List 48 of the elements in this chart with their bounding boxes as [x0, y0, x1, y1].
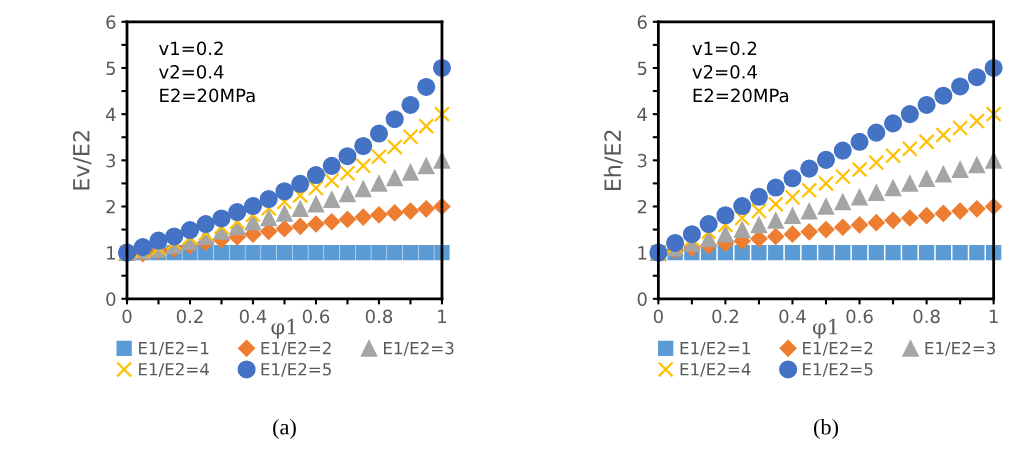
- x-tick-label: 0.8: [365, 309, 393, 324]
- y-tick-label: 2: [106, 199, 115, 214]
- y-tick-label: 0: [106, 292, 116, 306]
- x-tick-label: 0.2: [712, 309, 738, 324]
- y-tick-label: 0: [637, 292, 647, 306]
- y-tick-label: 6: [637, 15, 647, 29]
- x-tick-label: 0.2: [176, 309, 203, 324]
- y-axis-title: Ev/E2: [72, 131, 92, 190]
- legend-label: E1/E2=3: [925, 341, 996, 356]
- annotation: v2=0.4: [159, 65, 224, 79]
- legend-label: E1/E2=2: [803, 341, 873, 356]
- x-tick-label: 0.4: [779, 309, 806, 324]
- y-tick-label: 4: [637, 107, 647, 121]
- annotation: v1=0.2: [159, 41, 223, 56]
- x-tick-label: 0: [122, 309, 132, 324]
- y-tick-label: 5: [637, 61, 647, 76]
- y-tick-label: 1: [638, 246, 647, 260]
- legend-label: E1/E2=1: [680, 341, 750, 356]
- x-axis-title: φ1: [813, 318, 837, 339]
- x-tick-label: 1: [438, 309, 447, 323]
- x-axis-title: φ1: [271, 318, 296, 339]
- legend-label: E1/E2=3: [384, 341, 454, 356]
- y-tick-label: 3: [106, 153, 116, 168]
- legend-label: E1/E2=4: [680, 362, 751, 377]
- x-tick-label: 0.6: [846, 309, 873, 324]
- annotation: E2=20MPa: [693, 88, 788, 103]
- y-tick-label: 5: [106, 61, 116, 76]
- annotation: v2=0.4: [692, 65, 757, 79]
- text: (a): [273, 418, 296, 440]
- annotation: v1=0.2: [692, 41, 757, 56]
- x-tick-label: 0.8: [913, 309, 940, 324]
- legend-label: E1/E2=5: [803, 362, 873, 377]
- legend-label: E1/E2=2: [261, 341, 331, 356]
- text: (b): [814, 418, 838, 440]
- y-tick-label: 2: [637, 199, 647, 214]
- x-tick-label: 0.6: [302, 309, 330, 324]
- y-axis-title: Eh/E2: [603, 130, 623, 191]
- y-tick-label: 6: [106, 15, 116, 29]
- x-tick-label: 0: [653, 309, 663, 324]
- legend-label: E1/E2=1: [139, 341, 209, 356]
- y-tick-label: 1: [107, 246, 115, 260]
- annotation: E2=20MPa: [160, 88, 255, 103]
- x-tick-label: 0.4: [239, 309, 267, 324]
- y-tick-label: 3: [637, 153, 647, 168]
- legend-label: E1/E2=4: [139, 362, 209, 377]
- x-tick-label: 1: [989, 309, 998, 323]
- legend-label: E1/E2=5: [261, 362, 331, 377]
- y-tick-label: 4: [105, 107, 116, 121]
